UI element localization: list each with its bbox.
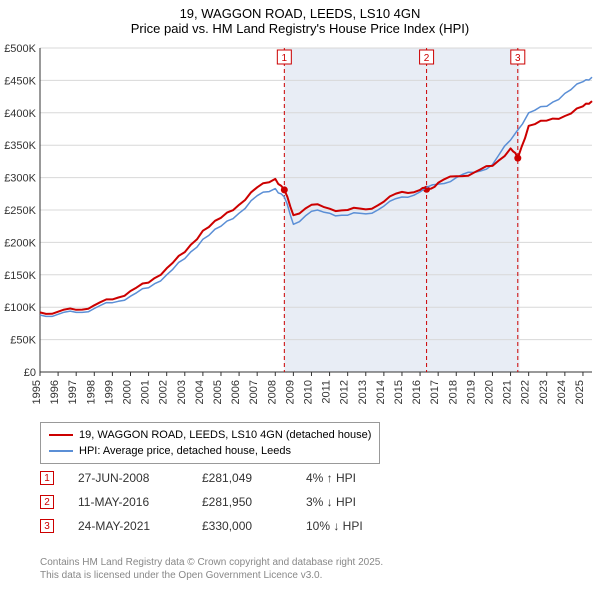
event-date-3: 24-MAY-2021 <box>78 519 178 533</box>
svg-text:2011: 2011 <box>321 380 333 404</box>
svg-text:2: 2 <box>424 53 430 64</box>
event-row-3: 3 24-MAY-2021 £330,000 10% ↓ HPI <box>40 514 406 538</box>
event-hpi-2: 3% ↓ HPI <box>306 495 406 509</box>
svg-text:£200K: £200K <box>4 237 36 249</box>
svg-text:2007: 2007 <box>248 380 260 404</box>
svg-text:£0: £0 <box>24 367 36 379</box>
svg-text:2001: 2001 <box>140 380 152 404</box>
svg-text:2014: 2014 <box>375 380 387 404</box>
event-marker-3-label: 3 <box>44 521 50 532</box>
svg-text:3: 3 <box>515 53 521 64</box>
event-row-2: 2 11-MAY-2016 £281,950 3% ↓ HPI <box>40 490 406 514</box>
svg-text:£150K: £150K <box>4 270 36 282</box>
svg-text:2017: 2017 <box>429 380 441 404</box>
svg-text:£400K: £400K <box>4 108 36 120</box>
event-hpi-3: 10% ↓ HPI <box>306 519 406 533</box>
svg-text:2003: 2003 <box>176 380 188 404</box>
svg-text:1998: 1998 <box>85 380 97 404</box>
svg-text:2019: 2019 <box>465 380 477 404</box>
svg-text:1999: 1999 <box>103 380 115 404</box>
chart-area: £0 £50K £100K £150K £200K £250K £300K £350K £400… <box>0 42 600 417</box>
chart-container: 19, WAGGON ROAD, LEEDS, LS10 4GN Price p… <box>0 0 600 590</box>
svg-text:£450K: £450K <box>4 75 36 87</box>
event-price-3: £330,000 <box>202 519 282 533</box>
svg-text:£100K: £100K <box>4 302 36 314</box>
svg-text:£300K: £300K <box>4 173 36 185</box>
svg-text:2004: 2004 <box>194 380 206 404</box>
event-price-2: £281,950 <box>202 495 282 509</box>
title-line-1: 19, WAGGON ROAD, LEEDS, LS10 4GN <box>0 6 600 21</box>
svg-text:2023: 2023 <box>538 380 550 404</box>
svg-text:2013: 2013 <box>357 380 369 404</box>
footer: Contains HM Land Registry data © Crown c… <box>40 556 383 582</box>
event-date-2: 11-MAY-2016 <box>78 495 178 509</box>
svg-text:1: 1 <box>282 53 288 64</box>
event-marker-3: 3 <box>40 519 54 533</box>
event-marker-2: 2 <box>40 495 54 509</box>
legend-swatch-price-paid <box>49 434 73 436</box>
title-block: 19, WAGGON ROAD, LEEDS, LS10 4GN Price p… <box>0 0 600 38</box>
svg-text:2012: 2012 <box>339 380 351 404</box>
svg-text:2005: 2005 <box>212 380 224 404</box>
svg-text:2022: 2022 <box>520 380 532 404</box>
line-chart-svg: £0 £50K £100K £150K £200K £250K £300K £350K £400… <box>0 42 600 417</box>
svg-text:2002: 2002 <box>158 380 170 404</box>
svg-text:1996: 1996 <box>49 380 61 404</box>
event-marker-2-label: 2 <box>44 497 50 508</box>
legend-item-price-paid: 19, WAGGON ROAD, LEEDS, LS10 4GN (detach… <box>49 427 371 443</box>
svg-text:2024: 2024 <box>556 380 568 404</box>
svg-text:£350K: £350K <box>4 140 36 152</box>
svg-text:2006: 2006 <box>230 380 242 404</box>
svg-text:2025: 2025 <box>574 380 586 404</box>
event-price-1: £281,049 <box>202 471 282 485</box>
svg-text:£50K: £50K <box>10 335 36 347</box>
svg-text:£500K: £500K <box>4 43 36 55</box>
svg-text:2009: 2009 <box>284 380 296 404</box>
svg-text:1997: 1997 <box>67 380 79 404</box>
svg-text:2021: 2021 <box>502 380 514 404</box>
title-line-2: Price paid vs. HM Land Registry's House … <box>0 21 600 36</box>
footer-line-2: This data is licensed under the Open Gov… <box>40 569 383 582</box>
event-hpi-1: 4% ↑ HPI <box>306 471 406 485</box>
svg-text:2008: 2008 <box>266 380 278 404</box>
event-date-1: 27-JUN-2008 <box>78 471 178 485</box>
legend-label-hpi: HPI: Average price, detached house, Leed… <box>79 445 291 457</box>
svg-text:1995: 1995 <box>31 380 43 404</box>
legend-label-price-paid: 19, WAGGON ROAD, LEEDS, LS10 4GN (detach… <box>79 429 371 441</box>
legend: 19, WAGGON ROAD, LEEDS, LS10 4GN (detach… <box>40 422 380 464</box>
svg-text:2000: 2000 <box>121 380 133 404</box>
svg-text:£250K: £250K <box>4 205 36 217</box>
legend-item-hpi: HPI: Average price, detached house, Leed… <box>49 443 371 459</box>
event-marker-1: 1 <box>40 471 54 485</box>
svg-text:2020: 2020 <box>483 380 495 404</box>
svg-text:2016: 2016 <box>411 380 423 404</box>
legend-swatch-hpi <box>49 450 73 452</box>
event-marker-1-label: 1 <box>44 473 50 484</box>
events-table: 1 27-JUN-2008 £281,049 4% ↑ HPI 2 11-MAY… <box>40 466 406 538</box>
event-row-1: 1 27-JUN-2008 £281,049 4% ↑ HPI <box>40 466 406 490</box>
svg-text:2015: 2015 <box>393 380 405 404</box>
footer-line-1: Contains HM Land Registry data © Crown c… <box>40 556 383 569</box>
svg-text:2010: 2010 <box>302 380 314 404</box>
svg-text:2018: 2018 <box>447 380 459 404</box>
